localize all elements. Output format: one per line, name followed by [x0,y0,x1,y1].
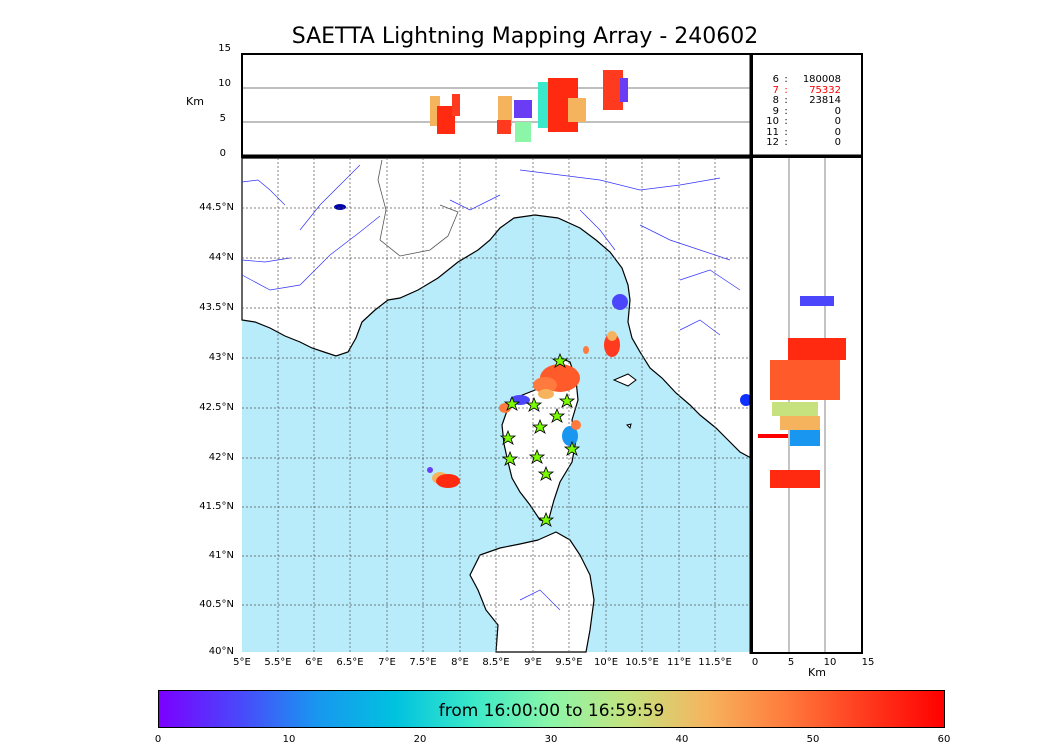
source-cluster [452,94,460,116]
source-cluster [515,122,531,142]
count-row: 6:180008 [772,74,841,85]
colorbar-tick: 20 [413,734,427,745]
count-row: 7:75332 [772,84,841,96]
lon-label: 6.5°E [336,657,364,668]
source-cluster [772,402,818,416]
lon-label: 7.5°E [409,657,437,668]
source-cluster [497,120,511,134]
montecristo-island [626,423,632,429]
mainland-land [241,157,752,460]
colorbar-tick: 0 [154,734,162,745]
source-cluster [437,106,455,134]
lat-label: 40.5°N [199,599,234,610]
colorbar-tick: 60 [937,734,951,745]
lon-label: 9°E [524,657,542,668]
colorbar-tick: 30 [544,734,558,745]
lon-label: 11.5°E [698,657,732,668]
lon-label: 10°E [593,657,619,668]
lake [334,204,346,210]
colorbar-tick: 10 [282,734,296,745]
lon-label: 11°E [666,657,692,668]
altitude-longitude-panel [241,53,753,158]
source-cluster [788,338,846,360]
side-xtick: 15 [861,657,875,668]
count-row: 11:0 [766,126,841,138]
source-cluster [430,96,440,126]
count-row: 8:23814 [772,95,841,106]
border-line [377,159,459,257]
lon-label: 5°E [233,657,251,668]
top-ytick: 0 [219,148,226,159]
altitude-longitude-plot [243,70,750,142]
lma-stations [499,352,581,527]
source-cluster [770,470,820,488]
source-cluster [790,430,820,446]
top-panel-ylabel: Km [186,95,204,108]
colorbar-tick: 40 [675,734,689,745]
elba-island [612,373,637,387]
source-cluster [740,394,752,406]
count-row: 10:0 [766,116,841,127]
lightning-sources-map [427,294,628,488]
lat-label: 43°N [208,352,234,363]
source-cluster [800,296,834,306]
lon-label: 8.5°E [482,657,510,668]
count-row: 9:0 [772,105,841,117]
side-xtick: 0 [751,657,759,668]
source-cluster [514,100,532,118]
lat-label: 44°N [208,252,234,263]
colorbar-tick: 50 [806,734,820,745]
source-cluster [758,434,788,438]
lon-label: 9.5°E [555,657,583,668]
lat-label: 41.5°N [199,501,234,512]
lon-label: 6°E [305,657,323,668]
time-colorbar: from 16:00:00 to 16:59:59 [158,690,945,728]
lon-label: 5.5°E [264,657,292,668]
top-ytick: 15 [218,43,231,54]
chart-title: SAETTA Lightning Mapping Array - 240602 [291,24,759,49]
colorbar-label: from 16:00:00 to 16:59:59 [438,701,665,721]
lon-label: 7°E [378,657,396,668]
lat-label: 40°N [208,646,234,657]
count-row: 12:0 [766,137,841,148]
source-cluster [498,96,512,126]
side-xtick: 10 [823,657,837,668]
lat-label: 42°N [208,452,234,463]
lat-label: 43.5°N [199,302,234,313]
lat-label: 42.5°N [199,402,234,413]
side-xlabel: Km [808,666,826,679]
lon-label: 10.5°E [625,657,659,668]
source-cluster [780,416,820,430]
source-cluster [568,98,586,122]
lon-label: 8°E [451,657,469,668]
lat-label: 44.5°N [199,202,234,213]
source-count-list: 6:180008 7:75332 8:23814 9:0 10:0 11:0 1… [755,74,855,149]
side-xtick: 5 [787,657,795,668]
lat-label: 41°N [208,550,234,561]
top-ytick: 10 [218,78,231,89]
source-cluster [770,360,840,400]
gridlines [242,158,751,652]
map-area [241,157,752,653]
top-ytick: 5 [219,113,226,124]
altitude-latitude-plot [740,158,846,652]
source-cluster [620,78,628,102]
source-cluster [603,70,623,110]
